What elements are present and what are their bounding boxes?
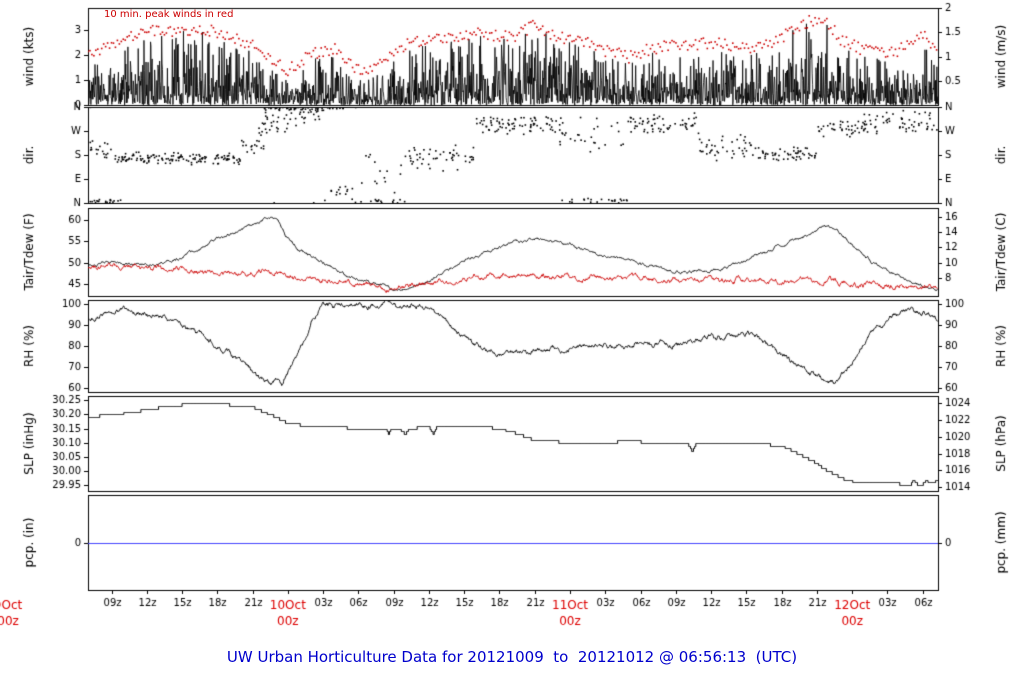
peak-winds-annotation: 10 min. peak winds in red	[104, 9, 234, 20]
figure-title: UW Urban Horticulture Data for 20121009 …	[226, 648, 798, 666]
